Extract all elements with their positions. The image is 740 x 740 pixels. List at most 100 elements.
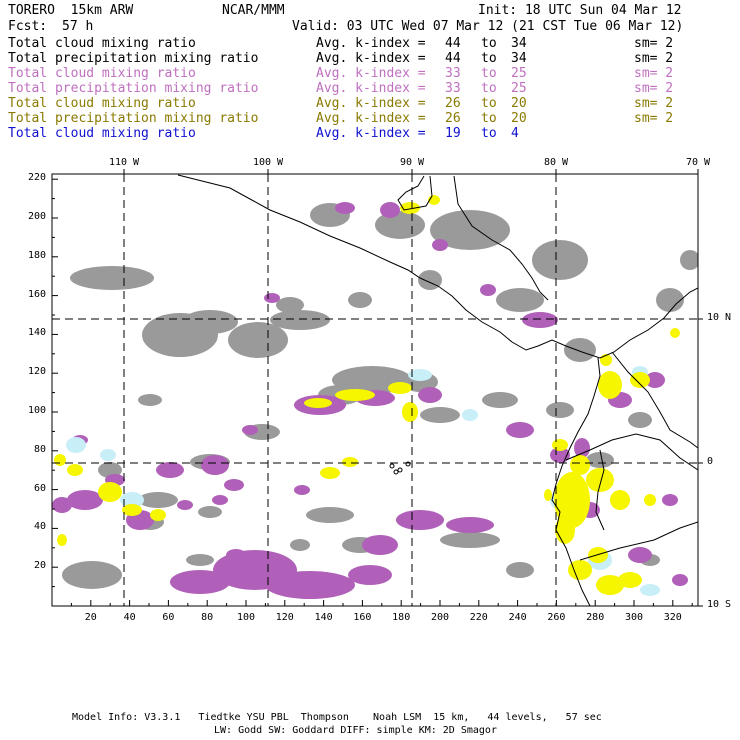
precip-region — [320, 467, 340, 479]
island-outline — [389, 463, 395, 469]
cloud-region — [680, 250, 698, 270]
legend-to-word: to — [481, 81, 497, 96]
x-tick-label: 200 — [430, 612, 450, 623]
x-tick-label: 80 — [201, 612, 214, 623]
forecast-hour: 57 h — [62, 19, 94, 34]
cloud-region — [362, 535, 398, 555]
precip-region — [554, 472, 590, 528]
coastline — [177, 174, 698, 359]
coastline — [579, 521, 698, 561]
precip-region — [630, 372, 650, 388]
cloud-region — [201, 455, 229, 475]
cloud-region — [628, 547, 652, 563]
coastline — [565, 433, 698, 471]
precip-region — [67, 464, 83, 476]
x-tick-label: 100 — [236, 612, 256, 623]
cloud-region — [440, 532, 500, 548]
legend-field: Total cloud mixing ratio — [8, 126, 196, 141]
legend-from: 33 — [445, 81, 461, 96]
coastline — [397, 175, 433, 211]
y-tick-label: 120 — [27, 366, 46, 378]
precip-region — [610, 490, 630, 510]
island-outline — [397, 467, 403, 473]
legend-smoothing: sm= 2 — [634, 111, 674, 126]
cloud-region — [228, 322, 288, 358]
y-tick-label: 80 — [33, 443, 46, 455]
cloud-region — [418, 387, 442, 403]
latitude-label: 10 N — [707, 312, 732, 323]
y-tick-label: 20 — [33, 560, 46, 572]
x-tick-label: 220 — [469, 612, 488, 623]
legend-to-word: to — [481, 111, 497, 126]
y-tick-label: 40 — [33, 521, 46, 533]
precip-region — [342, 457, 358, 467]
x-tick-label: 20 — [84, 612, 97, 623]
precip-region — [335, 389, 375, 401]
y-tick-label: 220 — [27, 172, 46, 184]
precip-region — [304, 398, 332, 408]
y-tick-label: 180 — [27, 249, 46, 261]
legend-index: Avg. k-index = — [316, 66, 426, 81]
cloud-region — [156, 462, 184, 478]
precip-region — [596, 575, 624, 595]
legend-to: 4 — [511, 126, 519, 141]
cloud-region — [496, 288, 544, 312]
legend-from: 26 — [445, 111, 461, 126]
y-tick-label: 140 — [27, 327, 46, 339]
cloud-region — [348, 565, 392, 585]
cloud-region — [264, 293, 280, 303]
latitude-label: 0 — [707, 456, 714, 467]
legend-index: Avg. k-index = — [316, 111, 426, 126]
model-info-line1: Model Info: V3.3.1 Tiedtke YSU PBL Thomp… — [72, 712, 602, 723]
legend-field: Total cloud mixing ratio — [8, 96, 196, 111]
x-tick-label: 140 — [314, 612, 333, 623]
cloud-region — [672, 574, 688, 586]
legend-to: 34 — [511, 51, 527, 66]
precip-region — [122, 504, 142, 516]
cloud-region — [564, 338, 596, 362]
x-tick-label: 300 — [624, 612, 644, 623]
legend-from: 26 — [445, 96, 461, 111]
cloud-region — [446, 517, 494, 533]
cloud-region — [418, 270, 442, 290]
precip-region — [400, 202, 420, 214]
legend-to: 20 — [511, 96, 527, 111]
legend-to: 20 — [511, 111, 527, 126]
valid-time: Valid: 03 UTC Wed 07 Mar 12 (21 CST Tue … — [292, 19, 684, 34]
x-tick-label: 180 — [392, 612, 411, 623]
cloud-region — [430, 210, 510, 250]
legend-smoothing: sm= 2 — [634, 81, 674, 96]
legend-index: Avg. k-index = — [316, 126, 426, 141]
y-tick-label: 100 — [27, 405, 46, 416]
cloud-region — [226, 549, 246, 561]
cloud-region — [170, 570, 230, 594]
precip-region — [670, 328, 680, 338]
longitude-label: 100 W — [252, 157, 284, 168]
legend-to: 25 — [511, 66, 527, 81]
island-outline — [393, 469, 399, 475]
precip-region — [54, 454, 66, 466]
cloud-region — [662, 494, 678, 506]
precip-region — [570, 455, 590, 475]
precip-region — [644, 494, 656, 506]
precip-region — [402, 402, 418, 422]
legend-index: Avg. k-index = — [316, 51, 426, 66]
cloud-region — [482, 392, 518, 408]
cloud-region — [182, 310, 238, 334]
cloud-region — [62, 561, 122, 589]
cloud-region — [212, 495, 228, 505]
cloud-region — [335, 202, 355, 214]
legend-field: Total cloud mixing ratio — [8, 66, 196, 81]
longitude-label: 110 W — [108, 157, 140, 168]
cloud-region — [138, 394, 162, 406]
x-tick-label: 280 — [586, 612, 605, 623]
cloud-region — [177, 500, 193, 510]
cloud-region — [522, 312, 558, 328]
legend-smoothing: sm= 2 — [634, 51, 674, 66]
legend-to-word: to — [481, 66, 497, 81]
cloud-region — [506, 562, 534, 578]
cloud-region — [138, 492, 178, 508]
precip-region — [598, 371, 622, 399]
cloud-region — [66, 437, 86, 453]
cloud-region — [294, 609, 296, 611]
